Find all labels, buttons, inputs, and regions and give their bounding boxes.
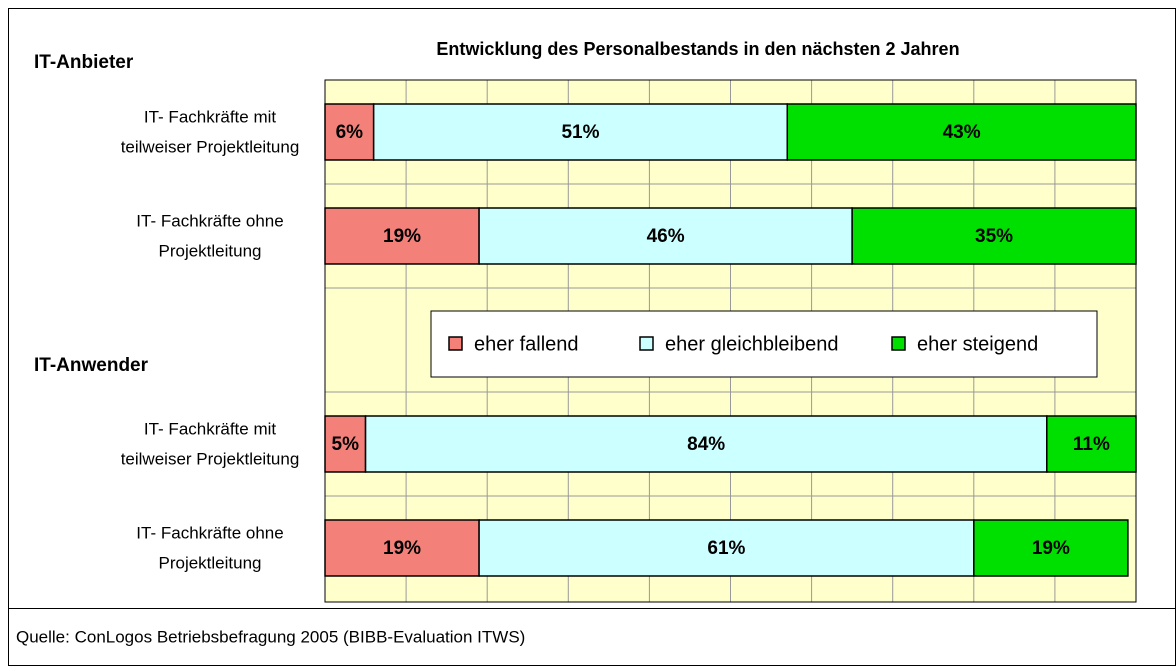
bar-segment — [324, 207, 480, 265]
y-tick-label: teilweiser Projektleitung — [121, 137, 300, 156]
bar-segment — [364, 415, 1048, 473]
data-label: 46% — [647, 226, 685, 247]
data-label: 6% — [336, 122, 364, 143]
data-label: 35% — [975, 226, 1013, 247]
y-tick-label: IT- Fachkräfte ohne — [136, 211, 283, 230]
data-label: 19% — [1032, 538, 1070, 559]
legend-label: eher gleichbleibend — [665, 333, 838, 355]
chart-title: Entwicklung des Personalbestands in den … — [436, 39, 959, 59]
bar-segment — [851, 207, 1137, 265]
bar-segment — [478, 519, 975, 577]
plot-border — [324, 79, 1137, 603]
data-label: 51% — [561, 122, 599, 143]
y-tick-label: IT- Fachkräfte mit — [144, 419, 277, 438]
data-label: 11% — [1073, 434, 1110, 455]
source-frame — [8, 608, 1176, 666]
data-label: 43% — [943, 122, 981, 143]
source: Quelle: ConLogos Betriebsbefragung 2005 … — [16, 627, 525, 646]
group-label: IT-Anwender — [34, 355, 149, 376]
data-label: 5% — [332, 434, 360, 455]
data-label: 19% — [383, 538, 421, 559]
data-label: 19% — [383, 226, 421, 247]
legend-label: eher fallend — [474, 333, 579, 355]
y-tick-label: Projektleitung — [158, 241, 261, 260]
legend-swatch — [448, 336, 463, 351]
data-label: 84% — [687, 434, 725, 455]
legend-label: eher steigend — [917, 333, 1038, 355]
legend-swatch — [639, 336, 654, 351]
y-tick-label: teilweiser Projektleitung — [121, 449, 300, 468]
bar-segment — [973, 519, 1129, 577]
y-tick-label: IT- Fachkräfte mit — [144, 107, 277, 126]
group-label: IT-Anbieter — [34, 52, 134, 73]
bar-segment — [372, 103, 789, 161]
y-tick-label: IT- Fachkräfte ohne — [136, 523, 283, 542]
y-tick-label: Projektleitung — [158, 553, 261, 572]
legend-swatch — [891, 336, 906, 351]
data-label: 61% — [707, 538, 745, 559]
legend — [430, 310, 1098, 378]
